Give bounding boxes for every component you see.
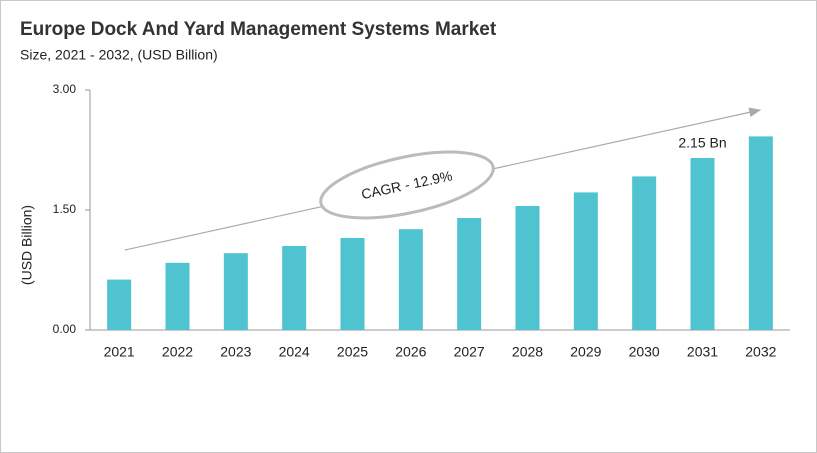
- bar: [282, 246, 307, 330]
- x-tick-label: 2023: [220, 344, 251, 360]
- bar: [107, 279, 132, 330]
- x-tick-label: 2025: [337, 344, 368, 360]
- chart-subtitle: Size, 2021 - 2032, (USD Billion): [20, 47, 218, 63]
- bar: [515, 206, 540, 330]
- chart-title: Europe Dock And Yard Management Systems …: [20, 19, 497, 40]
- bar: [398, 229, 423, 330]
- y-axis-label: (USD Billion): [19, 205, 35, 285]
- y-tick-label: 0.00: [53, 322, 77, 336]
- bar: [690, 158, 715, 330]
- x-tick-label: 2030: [629, 344, 660, 360]
- x-tick-label: 2029: [570, 344, 601, 360]
- bar: [165, 262, 190, 330]
- x-tick-label: 2022: [162, 344, 193, 360]
- x-tick-label: 2021: [104, 344, 135, 360]
- x-tick-label: 2028: [512, 344, 543, 360]
- bar: [340, 238, 365, 330]
- y-tick-label: 3.00: [53, 82, 77, 96]
- y-tick-label: 1.50: [53, 202, 77, 216]
- bar: [457, 218, 482, 330]
- bar: [223, 253, 248, 330]
- x-tick-label: 2024: [279, 344, 310, 360]
- x-tick-label: 2027: [454, 344, 485, 360]
- bar: [748, 136, 773, 330]
- bar: [573, 192, 598, 330]
- x-tick-label: 2026: [395, 344, 426, 360]
- cagr-ellipse: [319, 150, 495, 220]
- bar: [632, 176, 657, 330]
- x-tick-label: 2032: [745, 344, 776, 360]
- x-tick-label: 2031: [687, 344, 718, 360]
- value-label: 2.15 Bn: [678, 135, 726, 151]
